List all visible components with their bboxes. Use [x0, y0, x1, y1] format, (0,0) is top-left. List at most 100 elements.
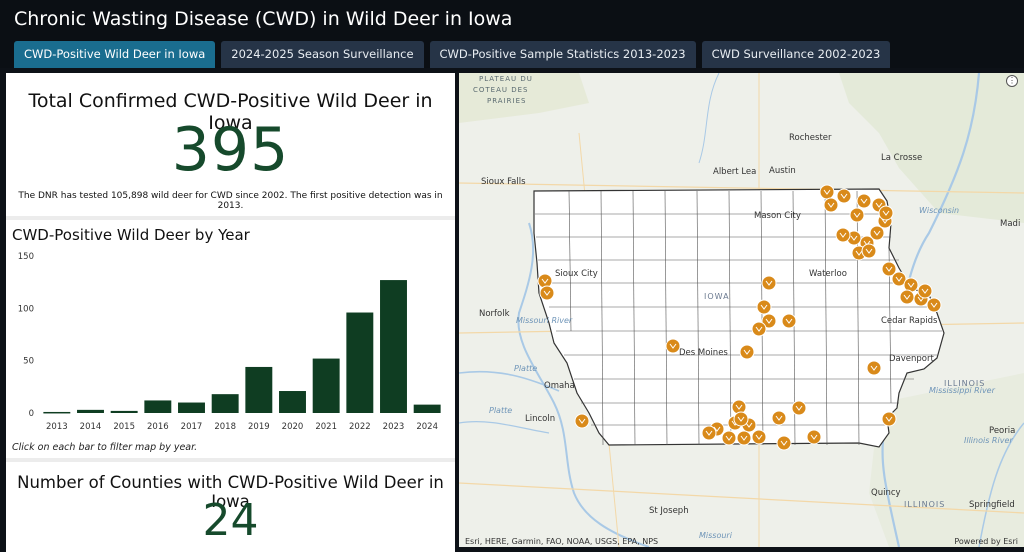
- cwd-marker[interactable]: [819, 184, 835, 200]
- cwd-marker[interactable]: [733, 411, 749, 427]
- deer-icon: [903, 294, 911, 300]
- cwd-marker[interactable]: [849, 207, 865, 223]
- cwd-marker[interactable]: [751, 429, 767, 445]
- bar-2017[interactable]: [178, 402, 205, 413]
- bar-2021[interactable]: [312, 358, 340, 413]
- cwd-marker[interactable]: [751, 321, 767, 337]
- deer-icon: [860, 198, 868, 204]
- cwd-marker[interactable]: [836, 188, 852, 204]
- cwd-marker[interactable]: [761, 313, 777, 329]
- bar-2022[interactable]: [346, 312, 374, 413]
- deer-icon: [765, 280, 773, 286]
- map-label-platte: Platte: [514, 364, 537, 373]
- expand-icon[interactable]: ⋮: [1006, 75, 1018, 87]
- map-label-mississippi: Mississippi River: [929, 386, 996, 395]
- map-label-missouri-river: Missouri River: [516, 316, 573, 325]
- cwd-marker[interactable]: [917, 283, 933, 299]
- cwd-marker[interactable]: [739, 344, 755, 360]
- chart-card: CWD-Positive Wild Deer by Year 0 50 100 150…: [6, 220, 455, 458]
- deer-icon: [743, 349, 751, 355]
- cwd-marker[interactable]: [721, 430, 737, 446]
- tab-cwd-positive-wild-deer[interactable]: CWD-Positive Wild Deer in Iowa: [14, 41, 216, 68]
- deer-icon: [930, 302, 938, 308]
- bar-2024[interactable]: [413, 404, 441, 413]
- deer-icon: [839, 232, 847, 238]
- bar-2015[interactable]: [110, 410, 138, 413]
- x-tick-label: 2020: [282, 422, 304, 432]
- deer-icon: [882, 210, 890, 216]
- cwd-marker[interactable]: [771, 410, 787, 426]
- counties-value: 24: [202, 495, 259, 546]
- cwd-marker[interactable]: [881, 261, 897, 277]
- tab-season-surveillance[interactable]: 2024-2025 Season Surveillance: [221, 41, 424, 68]
- deer-icon: [827, 202, 835, 208]
- cwd-marker[interactable]: [665, 338, 681, 354]
- map-label-illinois2: ILLINOIS: [904, 500, 945, 509]
- cwd-markers: [537, 184, 942, 451]
- deer-icon: [755, 434, 763, 440]
- map-label-illinois-river: Illinois River: [964, 436, 1013, 445]
- cwd-marker[interactable]: [761, 275, 777, 291]
- map-label-springfield: Springfield: [969, 500, 1015, 510]
- powered-by-esri[interactable]: Powered by Esri: [954, 537, 1018, 546]
- deer-icon: [873, 230, 881, 236]
- deer-icon: [855, 250, 863, 256]
- bar-chart: 0 50 100 150 2013 2014 2015 2016 2017 2018 2019 202…: [18, 252, 441, 432]
- tab-cwd-surveillance[interactable]: CWD Surveillance 2002-2023: [701, 41, 891, 68]
- app-header: Chronic Wasting Disease (CWD) in Wild De…: [0, 0, 1024, 68]
- map-view[interactable]: PLATEAU DU COTEAU DES PRAIRIES Rochester…: [459, 73, 1024, 547]
- bar-2020[interactable]: [279, 391, 306, 413]
- cwd-marker[interactable]: [823, 197, 839, 213]
- cwd-marker[interactable]: [736, 430, 752, 446]
- y-tick-label: 150: [18, 252, 34, 262]
- deer-icon: [745, 422, 753, 428]
- deer-icon: [740, 435, 748, 441]
- x-tick-label: 2024: [416, 422, 438, 432]
- bar-2019[interactable]: [245, 366, 273, 413]
- total-positive-subtitle: The DNR has tested 105,898 wild deer for…: [18, 191, 443, 211]
- cwd-marker[interactable]: [574, 413, 590, 429]
- map-label-austin: Austin: [769, 166, 796, 176]
- bar-2014[interactable]: [77, 409, 104, 413]
- bar-2013[interactable]: [43, 411, 71, 414]
- cwd-marker[interactable]: [756, 299, 772, 315]
- tab-sample-statistics[interactable]: CWD-Positive Sample Statistics 2013-2023: [429, 41, 696, 68]
- deer-icon: [895, 276, 903, 282]
- deer-icon: [765, 318, 773, 324]
- deer-icon: [669, 343, 677, 349]
- map-label-illinois: ILLINOIS: [944, 379, 985, 388]
- cwd-marker[interactable]: [539, 285, 555, 301]
- cwd-marker[interactable]: [899, 289, 915, 305]
- map-label-peoria: Peoria: [989, 426, 1015, 436]
- map-label-madi: Madi: [1000, 219, 1020, 229]
- deer-icon: [755, 326, 763, 332]
- cwd-marker[interactable]: [806, 429, 822, 445]
- cwd-marker[interactable]: [776, 435, 792, 451]
- cwd-marker[interactable]: [869, 225, 885, 241]
- cwd-marker[interactable]: [791, 400, 807, 416]
- x-tick-label: 2022: [349, 422, 371, 432]
- deer-icon: [541, 278, 549, 284]
- cwd-marker[interactable]: [881, 411, 897, 427]
- basemap[interactable]: PLATEAU DU COTEAU DES PRAIRIES Rochester…: [459, 73, 1024, 547]
- bar-2016[interactable]: [144, 400, 172, 413]
- bar-2018[interactable]: [211, 394, 239, 413]
- cwd-marker[interactable]: [781, 313, 797, 329]
- cwd-marker[interactable]: [861, 243, 877, 259]
- cwd-marker[interactable]: [866, 360, 882, 376]
- deer-icon: [870, 365, 878, 371]
- cwd-marker[interactable]: [835, 227, 851, 243]
- map-label-coteau: COTEAU DES: [473, 86, 529, 94]
- cwd-marker[interactable]: [891, 271, 907, 287]
- cwd-marker[interactable]: [926, 297, 942, 313]
- deer-icon: [865, 248, 873, 254]
- cwd-marker[interactable]: [856, 193, 872, 209]
- x-tick-label: 2016: [147, 422, 169, 432]
- cwd-marker[interactable]: [701, 425, 717, 441]
- map-label-waterloo: Waterloo: [809, 269, 847, 279]
- chart-note: Click on each bar to filter map by year.: [12, 442, 198, 453]
- map-label-iowa: IOWA: [704, 292, 730, 301]
- x-tick-label: 2023: [383, 422, 405, 432]
- cwd-marker[interactable]: [878, 205, 894, 221]
- bar-2023[interactable]: [380, 280, 407, 413]
